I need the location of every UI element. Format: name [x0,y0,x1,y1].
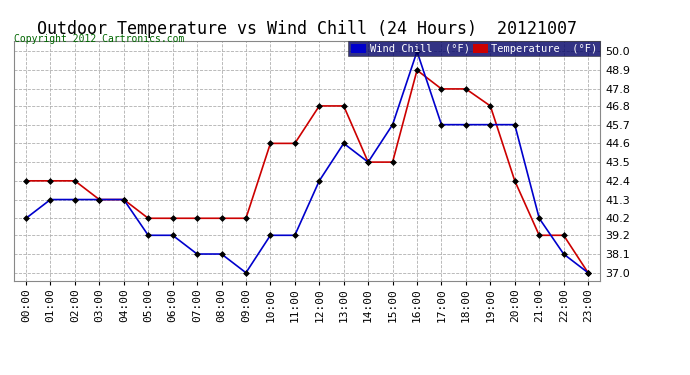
Legend: Wind Chill  (°F), Temperature  (°F): Wind Chill (°F), Temperature (°F) [348,41,600,57]
Title: Outdoor Temperature vs Wind Chill (24 Hours)  20121007: Outdoor Temperature vs Wind Chill (24 Ho… [37,20,577,38]
Text: Copyright 2012 Cartronics.com: Copyright 2012 Cartronics.com [14,34,184,44]
